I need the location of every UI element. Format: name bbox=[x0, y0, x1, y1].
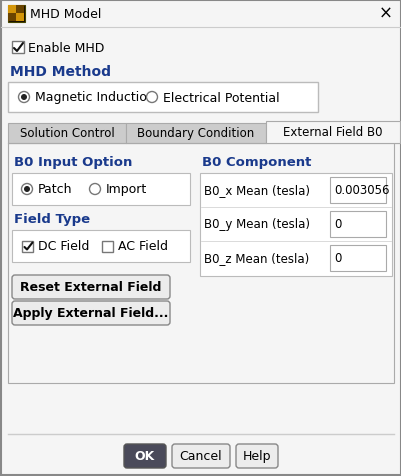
Text: MHD Method: MHD Method bbox=[10, 65, 111, 79]
Bar bbox=[16, 6, 24, 14]
Text: Boundary Condition: Boundary Condition bbox=[137, 127, 254, 140]
Bar bbox=[12, 42, 24, 54]
FancyBboxPatch shape bbox=[12, 301, 170, 325]
Bar bbox=[126, 124, 265, 144]
Text: Field Type: Field Type bbox=[14, 213, 90, 226]
FancyBboxPatch shape bbox=[124, 444, 166, 468]
Text: Enable MHD: Enable MHD bbox=[28, 41, 104, 54]
Text: AC Field: AC Field bbox=[118, 240, 168, 253]
Circle shape bbox=[21, 184, 32, 195]
Bar bbox=[329, 178, 385, 204]
FancyBboxPatch shape bbox=[12, 276, 170, 299]
Bar bbox=[8, 14, 16, 22]
Bar bbox=[265, 122, 399, 144]
Text: DC Field: DC Field bbox=[38, 240, 89, 253]
Text: 0: 0 bbox=[333, 252, 340, 265]
Text: Magnetic Induction: Magnetic Induction bbox=[35, 91, 154, 104]
Text: B0_y Mean (tesla): B0_y Mean (tesla) bbox=[203, 218, 309, 231]
Text: B0_x Mean (tesla): B0_x Mean (tesla) bbox=[203, 184, 309, 197]
Text: B0_z Mean (tesla): B0_z Mean (tesla) bbox=[203, 252, 308, 265]
Bar bbox=[8, 6, 16, 14]
Text: Reset External Field: Reset External Field bbox=[20, 281, 161, 294]
Text: Electrical Potential: Electrical Potential bbox=[162, 91, 279, 104]
Text: Help: Help bbox=[242, 449, 271, 463]
FancyBboxPatch shape bbox=[172, 444, 229, 468]
Circle shape bbox=[18, 92, 29, 103]
Text: ×: × bbox=[378, 5, 392, 23]
Bar bbox=[8, 144, 393, 383]
Text: Patch: Patch bbox=[38, 183, 72, 196]
Text: 0: 0 bbox=[333, 218, 340, 231]
Text: B0 Input Option: B0 Input Option bbox=[14, 156, 132, 169]
Bar bbox=[200, 174, 391, 277]
Bar bbox=[8, 83, 317, 113]
Bar bbox=[16, 14, 24, 22]
Circle shape bbox=[146, 92, 157, 103]
Text: Cancel: Cancel bbox=[179, 449, 222, 463]
Bar bbox=[8, 124, 126, 144]
Bar bbox=[102, 241, 113, 252]
Text: Apply External Field...: Apply External Field... bbox=[13, 307, 168, 320]
Text: Solution Control: Solution Control bbox=[20, 127, 114, 140]
Bar bbox=[8, 6, 25, 23]
Text: OK: OK bbox=[135, 449, 155, 463]
Bar bbox=[12, 230, 190, 262]
Bar bbox=[329, 246, 385, 271]
Bar bbox=[12, 174, 190, 206]
Text: Import: Import bbox=[106, 183, 147, 196]
Text: B0 Component: B0 Component bbox=[201, 156, 311, 169]
FancyBboxPatch shape bbox=[235, 444, 277, 468]
Circle shape bbox=[21, 95, 27, 101]
Text: 0.003056: 0.003056 bbox=[333, 184, 389, 197]
Circle shape bbox=[89, 184, 100, 195]
Bar bbox=[329, 211, 385, 238]
Text: MHD Model: MHD Model bbox=[30, 8, 101, 20]
Circle shape bbox=[24, 187, 30, 193]
Text: External Field B0: External Field B0 bbox=[283, 126, 382, 139]
Bar bbox=[22, 241, 33, 252]
